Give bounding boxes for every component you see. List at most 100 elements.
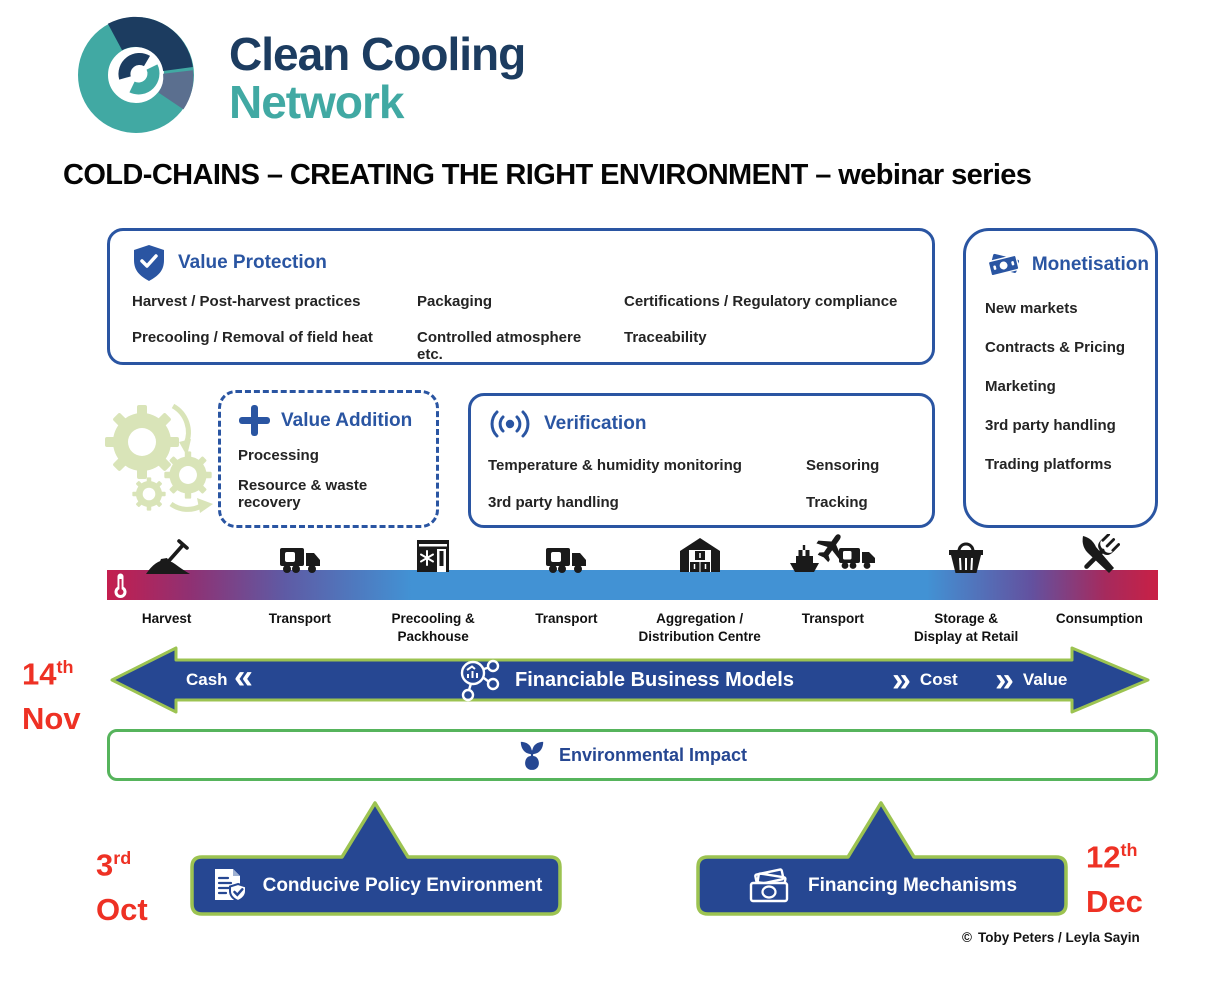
precooling-packhouse-icon [417, 540, 450, 572]
network-chart-icon [460, 659, 500, 702]
copyright-icon: © [962, 930, 972, 945]
date-day-line: 3rd [96, 847, 132, 883]
date-3-oct: 3rd Oct [96, 836, 148, 932]
stage-label: Transport [801, 611, 864, 626]
chain-stage-transport-3: Transport [766, 534, 899, 645]
truck-icon [546, 548, 587, 573]
value-protection-items: Harvest / Post-harvest practices Packagi… [132, 293, 922, 363]
verification-item: Tracking [806, 494, 868, 511]
business-models-center: Financiable Business Models [456, 658, 794, 702]
value-label: Value [1022, 670, 1068, 689]
shield-check-icon [134, 245, 164, 281]
value-addition-items: Processing Resource & waste recovery [238, 447, 428, 511]
copyright-credit: © Toby Peters / Leyla Sayin [962, 930, 1140, 945]
cash-icon [749, 867, 789, 902]
stage-label: Storage & Display at Retail [913, 611, 1019, 644]
stage-label: Aggregation / Distribution Centre [638, 611, 761, 644]
value-addition-item: Resource & waste recovery [238, 477, 368, 511]
value-protection-header: Value Protection [132, 244, 922, 282]
cash-label: Cash [186, 670, 228, 689]
callout-shape [696, 801, 1068, 916]
date-day-line: 14th [22, 656, 74, 692]
stage-label: Consumption [1055, 611, 1143, 626]
cost-label-group: » Cost [892, 663, 958, 697]
value-label-group: » Value [995, 663, 1067, 697]
verification-title: Verification [544, 413, 647, 434]
chevron-right-icon: » [995, 661, 1014, 699]
monetisation-item: Trading platforms [985, 456, 1112, 473]
monetisation-header: Monetisation [985, 246, 1149, 284]
policy-title: Conducive Policy Environment [262, 874, 543, 896]
value-protection-box: Value Protection Harvest / Post-harvest … [107, 228, 935, 365]
logo-wordmark: Clean Cooling Network [229, 28, 526, 126]
policy-document-icon [214, 868, 247, 902]
monetisation-items: New markets Contracts & Pricing Marketin… [985, 300, 1149, 473]
verification-header: Verification [488, 408, 924, 440]
warehouse-icon [679, 538, 720, 572]
vp-item: Packaging [417, 293, 493, 310]
chain-stage-transport-2: Transport [500, 536, 633, 645]
vp-item: Precooling / Removal of field heat [132, 329, 373, 346]
double-arrow-shape [110, 646, 1150, 714]
financing-mechanisms-bubble: Financing Mechanisms [688, 800, 1076, 917]
chain-stage-transport-1: Transport [233, 536, 366, 645]
thermometer-icon [114, 573, 127, 598]
value-addition-box: Value Addition Processing Resource & was… [218, 390, 439, 528]
verification-box: Verification Temperature & humidity moni… [468, 393, 935, 528]
business-models-title: Financiable Business Models [515, 668, 794, 691]
ship-plane-truck-icon [789, 534, 875, 572]
vp-item: Controlled atmosphere etc. [417, 329, 582, 363]
clean-cooling-network-logo-icon [78, 16, 194, 133]
value-addition-item: Processing [238, 447, 319, 464]
chain-stage-precooling: Precooling & Packhouse [367, 536, 500, 645]
plus-icon [239, 405, 270, 436]
value-protection-title: Value Protection [178, 252, 327, 273]
chain-stage-storage: Storage & Display at Retail [900, 536, 1033, 645]
verification-item: Temperature & humidity monitoring [488, 457, 742, 474]
monetisation-item: Marketing [985, 378, 1056, 395]
banknotes-icon [987, 253, 1020, 277]
harvest-icon [145, 539, 190, 574]
verification-items: Temperature & humidity monitoring Sensor… [488, 457, 924, 511]
chevron-left-icon: « [234, 658, 253, 697]
monetisation-item: 3rd party handling [985, 417, 1116, 434]
verification-item: Sensoring [806, 457, 880, 474]
monetisation-title: Monetisation [1031, 254, 1149, 275]
cold-chain-timeline: Harvest Transport [0, 534, 1218, 646]
vp-item: Traceability [624, 329, 707, 346]
chain-stage-aggregation: Aggregation / Distribution Centre [633, 536, 766, 645]
stage-label: Transport [268, 611, 331, 626]
chain-stage-harvest: Harvest [100, 536, 233, 645]
copyright-text: Toby Peters / Leyla Sayin [977, 930, 1140, 945]
policy-content: Conducive Policy Environment [182, 857, 570, 914]
stage-label: Harvest [141, 611, 192, 626]
cost-label: Cost [919, 670, 958, 689]
date-month-line: Dec [1086, 884, 1143, 920]
verification-item: 3rd party handling [488, 494, 619, 511]
callout-shape [190, 801, 562, 916]
signal-icon [490, 410, 530, 438]
value-addition-header: Value Addition [238, 404, 428, 437]
environmental-impact-box: Environmental Impact [107, 729, 1158, 781]
chain-stage-consumption: Consumption [1033, 534, 1166, 645]
vp-item: Harvest / Post-harvest practices [132, 293, 361, 310]
date-month-line: Nov [22, 701, 81, 737]
financing-content: Financing Mechanisms [688, 857, 1076, 914]
cutlery-icon [1082, 534, 1121, 573]
vp-item: Certifications / Regulatory compliance [624, 293, 898, 310]
chevron-right-icon: » [892, 661, 911, 699]
date-14-nov: 14th Nov [22, 645, 81, 741]
plant-icon [520, 741, 544, 770]
gears-watermark-icon [105, 403, 213, 513]
conducive-policy-bubble: Conducive Policy Environment [182, 800, 570, 917]
value-addition-title: Value Addition [281, 409, 413, 431]
page-title: COLD-CHAINS – CREATING THE RIGHT ENVIRON… [63, 159, 1032, 191]
logo-line1: Clean Cooling [229, 28, 526, 80]
date-day-line: 12th [1086, 839, 1138, 875]
environmental-impact-title: Environmental Impact [558, 744, 748, 765]
stage-label: Transport [535, 611, 598, 626]
monetisation-item: Contracts & Pricing [985, 339, 1126, 356]
stage-label: Precooling & Packhouse [391, 611, 475, 644]
monetisation-box: Monetisation New markets Contracts & Pri… [963, 228, 1158, 528]
